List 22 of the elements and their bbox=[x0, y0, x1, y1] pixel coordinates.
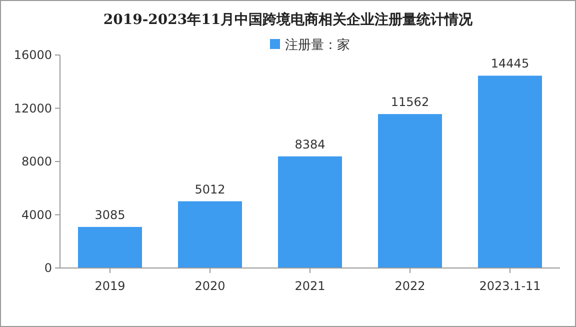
bar bbox=[378, 114, 442, 268]
chart-title: 2019-2023年11月中国跨境电商相关企业注册量统计情况 bbox=[103, 11, 474, 28]
x-tick-label: 2021 bbox=[294, 279, 326, 293]
data-label: 8384 bbox=[294, 137, 326, 152]
x-tick-label: 2020 bbox=[194, 279, 226, 293]
data-label: 11562 bbox=[390, 95, 430, 110]
data-label: 3085 bbox=[94, 208, 126, 222]
y-tick-label: 4000 bbox=[21, 208, 52, 222]
x-tick-label: 2023.1-11 bbox=[479, 279, 541, 293]
data-label: 5012 bbox=[194, 182, 226, 196]
legend-label: 注册量：家 bbox=[285, 37, 350, 53]
y-tick-label: 0 bbox=[44, 261, 52, 276]
data-label: 14445 bbox=[490, 56, 530, 71]
bar bbox=[78, 226, 142, 268]
y-tick-label: 12000 bbox=[14, 101, 52, 116]
y-tick-label: 8000 bbox=[21, 154, 52, 169]
bar bbox=[278, 156, 342, 268]
x-tick-label: 2019 bbox=[94, 279, 126, 293]
bar bbox=[178, 201, 242, 268]
x-tick-label: 2022 bbox=[394, 279, 426, 293]
bar bbox=[478, 76, 542, 268]
y-tick-label: 16000 bbox=[14, 48, 52, 62]
